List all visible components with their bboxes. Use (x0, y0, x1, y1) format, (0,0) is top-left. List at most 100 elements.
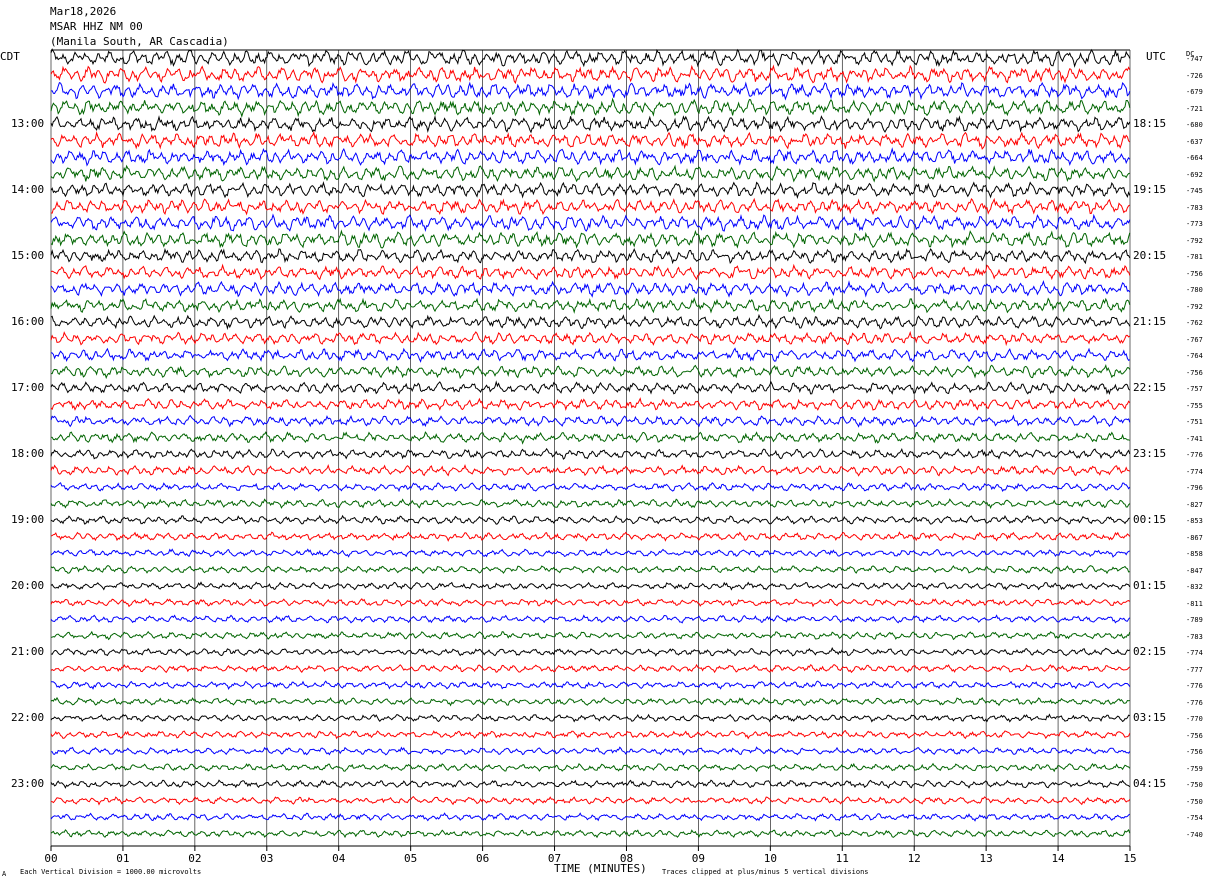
header-date: Mar18,2026 (50, 5, 117, 18)
seismic-trace (50, 180, 1131, 200)
seismic-trace (50, 463, 1131, 477)
dc-offset-label: -792 (1186, 236, 1203, 245)
right-hour-label: 03:15 (1133, 711, 1167, 724)
seismic-trace (50, 380, 1131, 395)
dc-offset-label: -680 (1186, 121, 1203, 129)
seismic-trace (50, 130, 1131, 150)
seismic-trace (50, 48, 1131, 68)
dc-offset-label: -811 (1186, 599, 1203, 608)
dc-offset-label: -774 (1186, 467, 1203, 476)
seismic-trace (50, 498, 1131, 510)
right-hour-label: 23:15 (1133, 447, 1167, 460)
seismic-trace (50, 828, 1131, 839)
seismic-trace (50, 147, 1131, 167)
seismic-trace (50, 197, 1131, 216)
dc-offset-label: -783 (1186, 203, 1203, 212)
dc-offset-label: -867 (1186, 533, 1203, 542)
seismic-trace (50, 397, 1131, 412)
seismic-trace (50, 247, 1131, 265)
dc-offset-label: -847 (1186, 566, 1203, 575)
clip-note: Traces clipped at plus/minus 5 vertical … (662, 868, 869, 876)
seismic-trace (50, 296, 1131, 314)
x-tick-label: 00 (44, 852, 57, 865)
seismic-trace (50, 779, 1131, 789)
dc-offset-label: -792 (1186, 302, 1203, 311)
seismic-trace (50, 213, 1131, 232)
seismic-trace (50, 447, 1131, 460)
dc-offset-label: -751 (1186, 418, 1203, 426)
left-hour-label: 13:00 (11, 117, 45, 130)
seismic-trace (50, 730, 1131, 740)
x-tick-label: 10 (764, 852, 777, 865)
dc-offset-label: -750 (1186, 797, 1203, 806)
seismic-trace (50, 313, 1131, 331)
dc-offset-label: -721 (1186, 104, 1203, 113)
dc-offset-label: -783 (1186, 632, 1203, 641)
dc-offset-label: -764 (1186, 352, 1203, 360)
dc-offset-label: -679 (1186, 88, 1203, 96)
dc-offset-label: -767 (1186, 335, 1203, 344)
x-tick-label: 02 (188, 852, 201, 865)
left-hour-label: 19:00 (11, 513, 45, 526)
seismic-trace (50, 598, 1131, 608)
seismic-trace (50, 762, 1131, 773)
seismic-trace (50, 812, 1131, 822)
dc-offset-label: -741 (1186, 434, 1203, 443)
seismic-trace (50, 263, 1131, 281)
left-hour-label: 14:00 (11, 183, 45, 196)
x-tick-label: 07 (548, 852, 561, 865)
seismic-trace (50, 514, 1131, 525)
left-hour-label: 22:00 (11, 711, 45, 724)
seismic-trace (50, 581, 1131, 591)
right-hour-label: 21:15 (1133, 315, 1167, 328)
seismic-trace (50, 565, 1130, 575)
seismic-trace (50, 680, 1131, 690)
seismic-trace (50, 647, 1131, 657)
dc-offset-label: -789 (1186, 616, 1203, 624)
dc-offset-label: -756 (1186, 748, 1203, 756)
seismic-trace (50, 81, 1131, 101)
dc-offset-label: -759 (1186, 764, 1203, 773)
seismic-trace (50, 279, 1131, 298)
dc-offset-label: -762 (1186, 319, 1203, 327)
left-hour-label: 18:00 (11, 447, 45, 460)
x-tick-label: 15 (1123, 852, 1136, 865)
seismic-trace (50, 548, 1130, 558)
dc-offset-label: -774 (1186, 649, 1203, 657)
left-hour-label: 23:00 (11, 777, 45, 790)
dc-offset-label: -756 (1186, 269, 1203, 278)
dc-offset-label: -780 (1186, 286, 1203, 294)
dc-offset-label: -796 (1186, 484, 1203, 492)
seismic-trace (50, 663, 1131, 674)
x-tick-label: 12 (908, 852, 921, 865)
seismic-trace (50, 696, 1130, 707)
seismic-trace (50, 531, 1131, 542)
dc-offset-label: -756 (1186, 368, 1203, 377)
right-hour-label: 20:15 (1133, 249, 1167, 262)
corner-mark: A (2, 870, 7, 878)
x-tick-label: 08 (620, 852, 633, 865)
seismic-trace (50, 115, 1131, 134)
right-hour-label: 00:15 (1133, 513, 1167, 526)
left-hour-label: 15:00 (11, 249, 45, 262)
seismic-trace (50, 347, 1131, 363)
dc-offset-label: -756 (1186, 731, 1203, 740)
seismic-trace (50, 97, 1131, 118)
right-timezone-label: UTC (1146, 50, 1166, 63)
dc-offset-label: -740 (1186, 830, 1203, 839)
seismic-trace (50, 330, 1131, 347)
dc-offset-label: -777 (1186, 665, 1203, 674)
dc-offset-label: -776 (1186, 451, 1203, 459)
dc-offset-label: -832 (1186, 583, 1203, 591)
right-hour-label: 02:15 (1133, 645, 1167, 658)
seismic-trace (50, 713, 1130, 723)
seismic-trace (50, 431, 1130, 445)
left-hour-label: 20:00 (11, 579, 45, 592)
left-timezone-label: CDT (0, 50, 20, 63)
right-hour-label: 18:15 (1133, 117, 1167, 130)
dc-offset-label: -776 (1186, 682, 1203, 690)
header-location: (Manila South, AR Cascadia) (50, 35, 229, 48)
dc-offset-label: -664 (1186, 154, 1203, 162)
right-hour-label: 19:15 (1133, 183, 1167, 196)
